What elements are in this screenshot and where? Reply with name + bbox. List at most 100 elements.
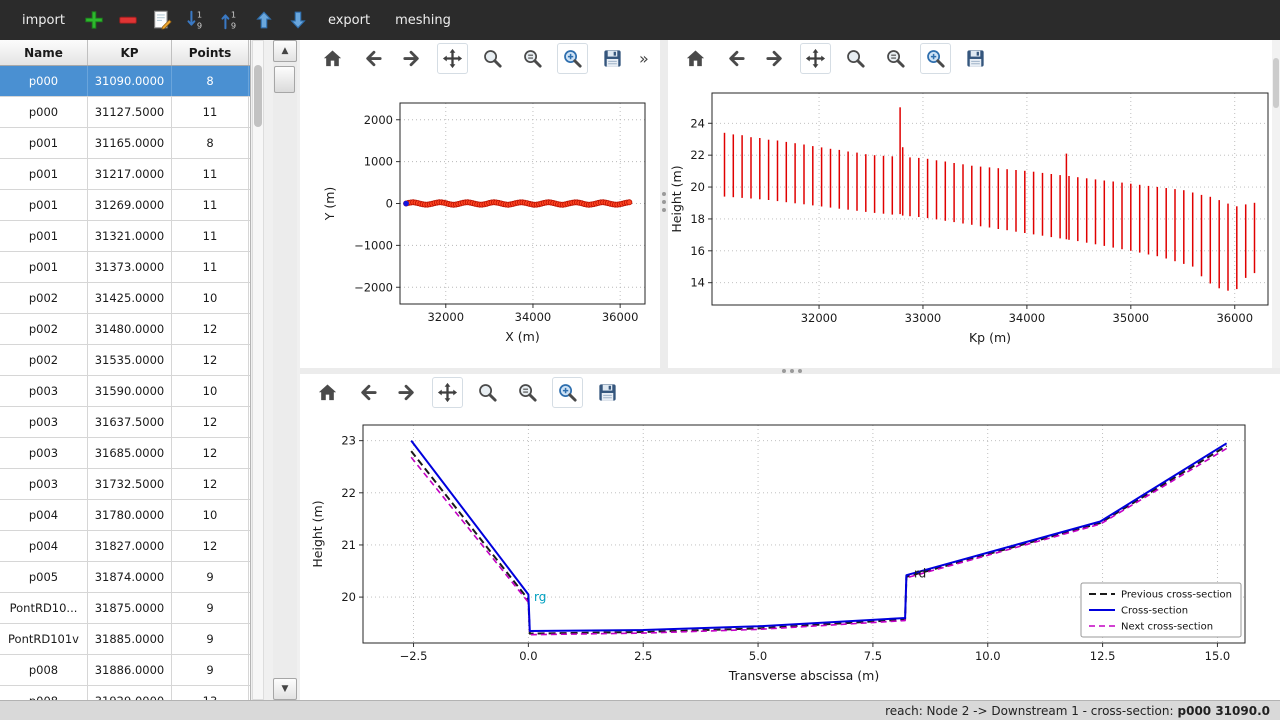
column-header-points[interactable]: Points [172,40,249,65]
table-cell: 10 [172,376,249,406]
svg-text:Height (m): Height (m) [669,165,684,232]
table-row[interactable]: PontRD10... 31875.0000 9 [0,593,250,624]
table-cell: 31685.0000 [88,438,172,468]
table-cell: 31127.5000 [88,97,172,127]
table-row[interactable]: PontRD101v 31885.0000 9 [0,624,250,655]
svg-text:Next cross-section: Next cross-section [1121,622,1213,633]
table-row[interactable]: p004 31827.0000 12 [0,531,250,562]
table-cell: p005 [0,562,88,592]
table-cell: 31637.5000 [88,407,172,437]
table-scrollbar[interactable] [252,40,264,700]
table-row[interactable]: p001 31321.0000 11 [0,221,250,252]
table-cell: 9 [172,562,249,592]
table-row[interactable]: p001 31165.0000 8 [0,128,250,159]
svg-text:36000: 36000 [1216,311,1253,325]
save-button[interactable] [597,43,628,74]
home-button[interactable] [312,377,343,408]
table-cell: 31732.5000 [88,469,172,499]
save-button[interactable] [960,43,991,74]
move-up-button[interactable] [250,6,279,35]
table-cell: 31535.0000 [88,345,172,375]
table-row[interactable]: p000 31127.5000 11 [0,97,250,128]
table-cell: 31780.0000 [88,500,172,530]
table-row[interactable]: p003 31685.0000 12 [0,438,250,469]
horizontal-splitter[interactable] [300,368,1280,374]
forward-button[interactable] [760,43,791,74]
plot-area-scrollbar[interactable] [1272,40,1280,368]
export-button[interactable]: export [327,12,371,28]
home-button[interactable] [317,43,348,74]
pan-button[interactable] [432,376,463,408]
table-row[interactable]: p003 31732.5000 12 [0,469,250,500]
table-cell: 31874.0000 [88,562,172,592]
trace-plot[interactable]: 32000 34000 36000 −2000 −1000 0 1000 2000 X (m) Y… [305,76,660,366]
remove-icon [119,16,138,24]
table-row[interactable]: p000 31090.0000 8 [0,66,250,97]
zoom-icon [484,49,502,68]
meshing-button[interactable]: meshing [395,12,451,28]
scroll-down-button[interactable]: ▼ [273,678,297,700]
cross-section-plot-toolbar [300,374,1280,410]
table-row[interactable]: p008 31886.0000 9 [0,655,250,686]
cross-section-plot[interactable]: −2.5 0.0 2.5 5.0 7.5 10.0 12.5 15.0 20 21 22 23 Tran… [300,410,1275,700]
column-header-kp[interactable]: KP [88,40,172,65]
subplots-icon [519,383,537,402]
panel-scrollbar-thumb[interactable] [274,66,295,93]
plot-area-scrollbar-thumb[interactable] [1273,58,1279,108]
svg-text:36000: 36000 [602,310,639,324]
back-button[interactable] [720,43,751,74]
remove-cross-section-button[interactable] [114,6,143,35]
import-button[interactable]: import [22,12,65,28]
add-cross-section-button[interactable] [80,6,109,35]
forward-button[interactable] [392,377,423,408]
table-row[interactable]: p003 31590.0000 10 [0,376,250,407]
subplots-button[interactable] [880,43,911,74]
pan-icon [442,48,463,68]
move-down-button[interactable] [284,6,313,35]
save-button[interactable] [592,377,623,408]
toolbar-overflow-button[interactable]: » [639,48,649,68]
svg-text:rg: rg [534,590,546,604]
table-row[interactable]: p005 31874.0000 9 [0,562,250,593]
svg-text:−2000: −2000 [354,280,393,294]
table-row[interactable]: p002 31535.0000 12 [0,345,250,376]
forward-button[interactable] [397,43,428,74]
table-row[interactable]: p001 31269.0000 11 [0,190,250,221]
subplots-button[interactable] [517,43,548,74]
pan-button[interactable] [800,42,831,74]
table-scrollbar-thumb[interactable] [254,65,262,127]
home-button[interactable] [680,43,711,74]
table-row[interactable]: p001 31373.0000 11 [0,252,250,283]
zoom-button[interactable] [477,43,508,74]
scroll-up-button[interactable]: ▲ [273,40,297,62]
svg-text:Transverse abscissa (m): Transverse abscissa (m) [728,668,879,683]
table-row[interactable]: p003 31637.5000 12 [0,407,250,438]
svg-text:9: 9 [231,20,236,30]
back-icon [729,50,745,66]
cross-section-table: Name KP Points p000 31090.0000 8 p000 31127.… [0,40,251,717]
longitudinal-plot[interactable]: 32000 33000 34000 35000 36000 14 16 18 20 22 24 Kp … [668,76,1280,366]
zoom-button[interactable] [472,377,503,408]
table-row[interactable]: p004 31780.0000 10 [0,500,250,531]
table-row[interactable]: p002 31480.0000 12 [0,314,250,345]
vertical-splitter[interactable] [660,40,668,368]
zoom-button[interactable] [840,43,871,74]
table-cell: 8 [172,128,249,158]
back-button[interactable] [357,43,388,74]
panel-scrollbar[interactable]: ▲ ▼ [273,40,297,700]
table-cell: PontRD10... [0,593,88,623]
subplots-button[interactable] [512,377,543,408]
trace-plot-toolbar: » [305,40,660,76]
table-row[interactable]: p001 31217.0000 11 [0,159,250,190]
back-button[interactable] [352,377,383,408]
zoom-rect-button[interactable] [920,42,951,74]
edit-cross-section-button[interactable] [148,6,177,35]
table-cell: 31827.0000 [88,531,172,561]
table-row[interactable]: p002 31425.0000 10 [0,283,250,314]
zoom-rect-button[interactable] [552,376,583,408]
pan-button[interactable] [437,42,468,74]
column-header-name[interactable]: Name [0,40,88,65]
zoom-rect-button[interactable] [557,42,588,74]
